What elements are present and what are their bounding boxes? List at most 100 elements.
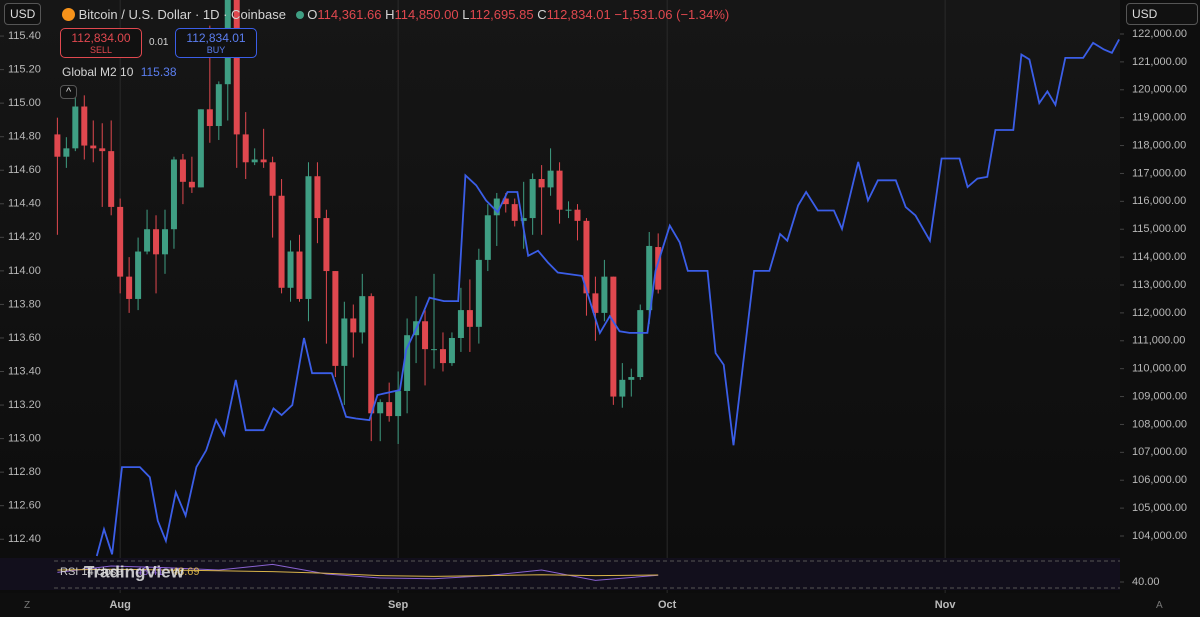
o-label: O [307, 7, 318, 22]
candle-body [206, 109, 213, 127]
candle-body [422, 321, 429, 350]
candle-body [637, 310, 644, 378]
candle-body [619, 379, 626, 397]
currency-button[interactable]: USD [1126, 3, 1198, 25]
candle-body [161, 229, 168, 255]
candle-body [108, 151, 115, 207]
candle-body [493, 198, 500, 216]
candle-body [197, 109, 204, 188]
candle-body [117, 206, 124, 277]
candle-body [144, 229, 151, 252]
rsi-name: RSI 14 close [60, 566, 122, 578]
candle-body [188, 181, 195, 188]
sell-price: 112,834.00 [71, 31, 131, 45]
y2-tick-label: 113.40 [8, 365, 41, 377]
candle-body [502, 198, 509, 205]
sell-label: SELL [89, 45, 113, 55]
spread: 0.01 [149, 37, 169, 48]
y2-tick-label: 115.40 [8, 30, 41, 42]
candle-body [323, 218, 330, 272]
c-label: C [537, 7, 547, 22]
buy-button[interactable]: 112,834.01 BUY [175, 28, 257, 58]
candle-body [368, 296, 375, 414]
candle-body [448, 337, 455, 364]
status-dot [295, 11, 304, 19]
y2-tick-label: 113.60 [8, 332, 41, 344]
y-tick-label: 104,000.00 [1132, 530, 1187, 542]
candle-body [529, 179, 536, 219]
candle-body [179, 159, 186, 182]
m2-line [95, 38, 1120, 557]
candle-body [655, 247, 662, 290]
candle-body [359, 296, 366, 333]
candle-body [592, 293, 599, 313]
y-tick-label: 106,000.00 [1132, 474, 1187, 486]
y-tick-label: 113,000.00 [1132, 279, 1186, 291]
y-tick-label: 116,000.00 [1132, 195, 1186, 207]
collapse-button[interactable]: ^ [60, 85, 78, 99]
candle-body [90, 145, 97, 149]
y-tick-label: 121,000.00 [1132, 56, 1187, 68]
candle-body [646, 245, 653, 311]
candle-body [511, 204, 518, 221]
candle-body [269, 162, 276, 196]
candle-body [278, 195, 285, 288]
sell-button[interactable]: 112,834.00 SELL [60, 28, 142, 58]
y2-tick-label: 115.00 [8, 97, 41, 109]
y-tick-label: 120,000.00 [1132, 84, 1187, 96]
rsi-ma-value: 48.69 [172, 566, 200, 578]
m2-value: 115.38 [140, 65, 177, 79]
candle-body [475, 259, 482, 327]
candle-body [99, 148, 106, 152]
candle-body [170, 159, 177, 230]
buy-label: BUY [206, 45, 226, 55]
symbol: Bitcoin / U.S. Dollar · 1D · Coinbase [78, 7, 286, 22]
candle-body [72, 106, 79, 149]
y2-tick-label: 114.40 [8, 198, 41, 210]
candle-body [439, 349, 446, 364]
candle-body [332, 271, 339, 366]
y2-tick-label: 112.60 [8, 500, 41, 512]
watermark: TradingView [84, 562, 185, 581]
candle-body [547, 170, 554, 188]
rsi-line [57, 563, 659, 581]
candle-body [395, 390, 402, 417]
l-value: 112,695.85 [469, 7, 534, 22]
rsi-ma-line [57, 568, 659, 577]
y2-tick-label: 113.00 [8, 433, 41, 445]
candle-body [233, 0, 240, 135]
candle-body [520, 218, 527, 221]
y2-tick-label: 114.60 [8, 164, 41, 176]
symbol-header: Bitcoin / U.S. Dollar · 1D · Coinbase O1… [62, 7, 729, 22]
o-value: 114,361.66 [317, 7, 382, 22]
candle-body [341, 318, 348, 366]
candle-body [628, 377, 635, 380]
y2-tick-label: 114.20 [8, 231, 41, 243]
y-tick-label: 105,000.00 [1132, 502, 1187, 514]
candle-body [81, 106, 88, 146]
x-tick-label: Aug [109, 599, 130, 611]
auto-button[interactable]: A [1156, 600, 1163, 611]
y2-tick-label: 114.00 [8, 265, 41, 277]
y-tick-label: 112,000.00 [1132, 307, 1186, 319]
candle-body [350, 318, 357, 333]
zoom-button[interactable]: Z [24, 600, 31, 611]
right-axis-panel [1120, 0, 1200, 617]
candle-body [610, 276, 617, 397]
x-tick-label: Nov [935, 599, 957, 611]
buy-price: 112,834.01 [186, 31, 246, 45]
y-tick-label: 114,000.00 [1132, 251, 1186, 263]
h-label: H [385, 7, 395, 22]
y2-tick-label: 115.20 [8, 64, 41, 76]
y2-tick-label: 113.20 [8, 399, 41, 411]
c-value: 112,834.01 [546, 7, 611, 22]
currency-button[interactable]: USD [4, 3, 42, 25]
candle-body [565, 209, 572, 211]
y-tick-label: 122,000.00 [1132, 28, 1187, 40]
candle-body [601, 276, 608, 313]
candle-body [583, 220, 590, 294]
candle-body [484, 215, 491, 260]
m2-name: Global M2 10 [62, 65, 134, 79]
